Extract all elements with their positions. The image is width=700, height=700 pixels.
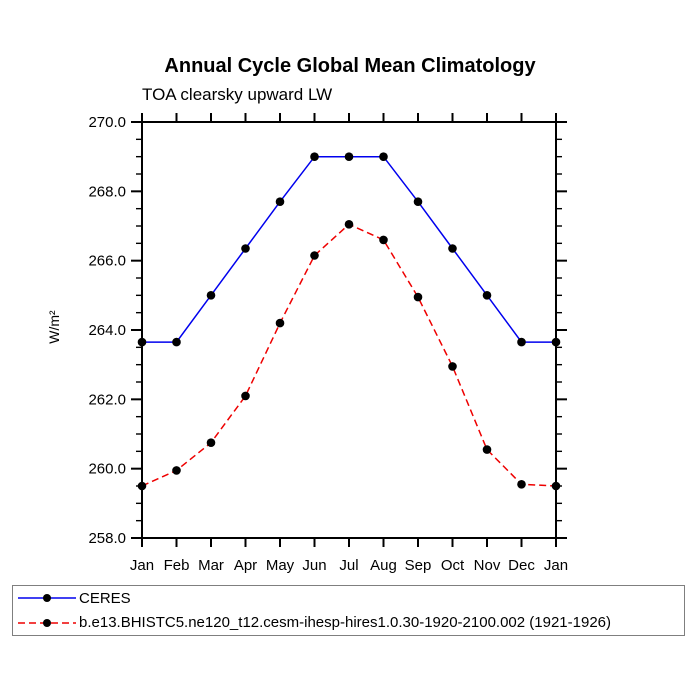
series-marker-0: [413, 197, 423, 206]
series-marker-0: [517, 337, 526, 347]
x-tick-label: Apr: [234, 557, 257, 574]
series-marker-1: [551, 481, 561, 491]
y-tick-label: 266.0: [88, 253, 126, 270]
chart-subtitle: TOA clearsky upward LW: [142, 85, 333, 104]
legend-line-sample: [18, 594, 76, 603]
series-marker-1: [137, 481, 147, 491]
series-marker-0: [379, 152, 388, 161]
series-marker-0: [241, 244, 250, 253]
y-tick-label: 262.0: [88, 391, 126, 408]
legend-label-ceres: CERES: [79, 589, 131, 607]
chart-title: Annual Cycle Global Mean Climatology: [164, 55, 536, 77]
series-marker-0: [172, 337, 181, 347]
x-tick-label: Oct: [441, 557, 465, 574]
y-axis-label: W/m²: [46, 310, 62, 344]
series-marker-0: [482, 291, 492, 300]
series-marker-0: [310, 152, 319, 161]
series-line-1: [141, 223, 557, 487]
series-marker-0: [206, 291, 216, 300]
series-marker-1: [172, 466, 181, 475]
series-marker-0: [448, 244, 457, 253]
y-tick-label: 268.0: [88, 183, 126, 200]
x-tick-label: Sep: [405, 557, 432, 574]
y-tick-label: 258.0: [88, 530, 126, 547]
x-tick-label: Jun: [302, 557, 326, 574]
series-marker-1: [379, 235, 388, 245]
series-marker-1: [482, 445, 492, 454]
x-tick-label: Dec: [508, 557, 535, 574]
legend-swatch-ceres: [17, 591, 77, 605]
legend-swatch-model: [17, 616, 77, 630]
series-marker-0: [275, 197, 285, 206]
x-tick-label: Mar: [198, 557, 224, 574]
y-tick-label: 264.0: [88, 322, 126, 339]
x-tick-label: Jan: [544, 557, 568, 574]
series-marker-1: [517, 480, 526, 489]
x-tick-label: Nov: [474, 557, 501, 574]
axes-frame: [141, 121, 557, 539]
series-marker-0: [551, 337, 561, 347]
x-tick-label: May: [266, 557, 295, 574]
series-marker-1: [310, 251, 319, 260]
legend-row-ceres: CERES: [13, 586, 684, 611]
series-marker-1: [448, 362, 457, 371]
series-marker-1: [344, 220, 354, 229]
legend-box: CERES b.e13.BHISTC5.ne120_t12.cesm-ihesp…: [12, 585, 685, 636]
series-marker-1: [413, 292, 423, 302]
series-line-0: [142, 155, 556, 343]
legend-line-sample: [18, 618, 76, 627]
x-tick-label: Aug: [370, 557, 397, 574]
series-marker-0: [344, 152, 354, 161]
series-marker-1: [206, 438, 216, 448]
x-tick-label: Jan: [130, 557, 154, 574]
y-tick-label: 260.0: [88, 461, 126, 478]
x-tick-label: Jul: [339, 557, 358, 574]
y-tick-label: 270.0: [88, 114, 126, 131]
x-tick-label: Feb: [164, 557, 190, 574]
legend-row-model: b.e13.BHISTC5.ne120_t12.cesm-ihesp-hires…: [13, 611, 684, 636]
series-marker-1: [241, 391, 250, 401]
series-marker-0: [137, 337, 147, 347]
series-marker-1: [275, 318, 285, 328]
legend-label-model: b.e13.BHISTC5.ne120_t12.cesm-ihesp-hires…: [79, 614, 612, 632]
